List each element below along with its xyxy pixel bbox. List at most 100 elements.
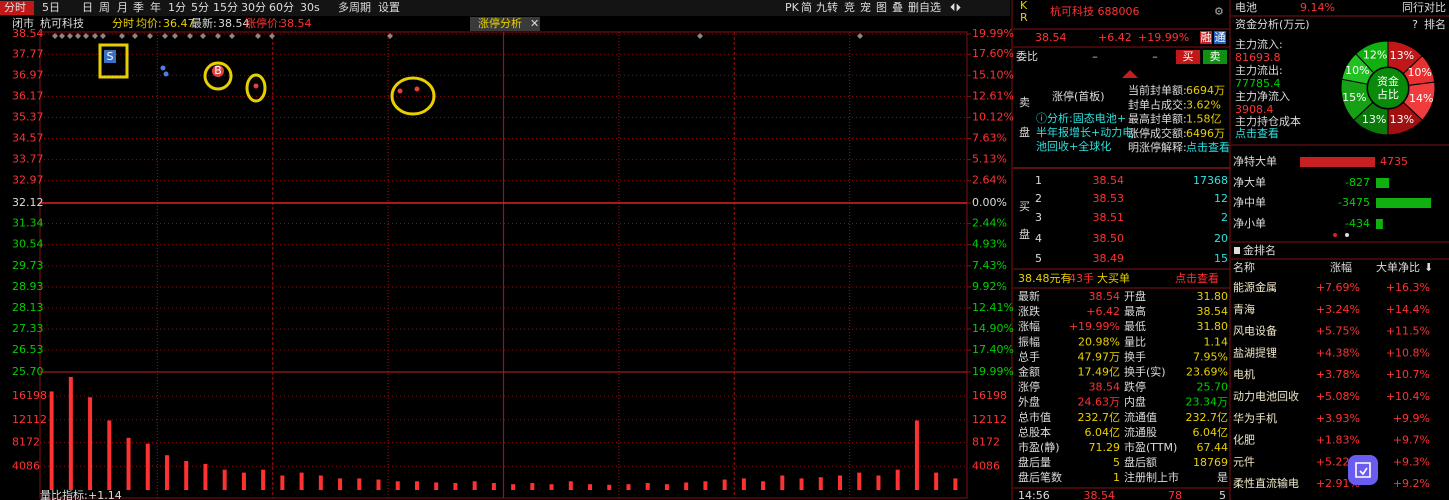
y-tick-label: 28.93 <box>12 280 44 293</box>
settings-icon[interactable]: ⚙ <box>1214 5 1224 18</box>
stat-label: 盘后额 <box>1124 455 1157 469</box>
funds-label: 主力流出: <box>1235 63 1283 77</box>
column-header[interactable]: 大单净比 <box>1376 260 1420 274</box>
toolbar-icon[interactable]: ⏴⏵ <box>950 1 961 14</box>
column-header[interactable]: 涨幅 <box>1330 261 1352 274</box>
stat-label: 总股本 <box>1018 425 1051 439</box>
volume-bar <box>434 482 439 490</box>
toolbar-item[interactable]: 日 <box>82 1 93 14</box>
toolbar-item[interactable]: 年 <box>150 0 161 14</box>
volume-bar <box>953 478 958 490</box>
sector-name: 电池 <box>1235 1 1257 14</box>
analysis-tab-bg[interactable] <box>470 17 540 31</box>
cost-link[interactable]: 点击查看 <box>1235 126 1279 140</box>
toolbar-item[interactable]: 5日 <box>42 1 60 14</box>
toolbar-item[interactable]: 周 <box>99 1 110 14</box>
analysis-tab[interactable]: 涨停分析 <box>478 16 522 30</box>
help-icon[interactable]: ? <box>1412 18 1418 31</box>
compare-link[interactable]: 同行对比 <box>1402 0 1446 14</box>
sector-name[interactable]: 柔性直流输电 <box>1233 476 1299 490</box>
book-volume: 12 <box>1214 192 1228 205</box>
volume-bar <box>934 472 939 490</box>
book-level: 3 <box>1035 211 1042 224</box>
tag-bg <box>1214 31 1226 44</box>
toolbar-item[interactable]: 图 <box>876 1 887 14</box>
trade-dot <box>414 86 420 92</box>
stat-value: 38.54 <box>1089 290 1121 303</box>
volume-bar <box>703 481 708 490</box>
sector-name[interactable]: 动力电池回收 <box>1233 389 1299 403</box>
sector-name[interactable]: 元件 <box>1233 455 1255 468</box>
y2-tick-label: 4.93% <box>972 238 1007 251</box>
volume-tick-label: 8172 <box>12 436 40 449</box>
limit-up-stat-value: 6694万 <box>1186 84 1225 97</box>
event-marker <box>67 33 73 39</box>
volume-tick-label: 4086 <box>972 459 1000 472</box>
toolbar-item[interactable]: 多周期 <box>338 0 371 14</box>
sell-button[interactable]: 卖 <box>1210 50 1221 63</box>
book-price: 38.53 <box>1093 192 1125 205</box>
sector-name[interactable]: 电机 <box>1233 367 1255 381</box>
toolbar-item[interactable]: 设置 <box>378 1 400 14</box>
tick-row: 14:56 <box>1018 489 1050 500</box>
toolbar-item[interactable]: 删自选 <box>908 1 941 14</box>
analysis-text: 池回收+全球化 <box>1036 139 1111 153</box>
toolbar-item[interactable]: 宠 <box>860 0 871 14</box>
donut-label: 15% <box>1342 91 1366 104</box>
toolbar-item[interactable]: 月 <box>117 1 128 14</box>
stat-value: 25.70 <box>1197 381 1229 394</box>
stat-label: 换手 <box>1124 349 1146 363</box>
float-button[interactable] <box>1348 455 1378 485</box>
rank-link[interactable]: 排名 <box>1424 17 1446 31</box>
side-label: 盘 <box>1019 227 1030 241</box>
toolbar-item[interactable]: 30分 <box>241 1 266 14</box>
y-tick-label: 27.33 <box>12 322 44 335</box>
toolbar-item[interactable]: 简 <box>801 0 812 14</box>
sector-name[interactable]: 风电设备 <box>1233 324 1277 338</box>
book-level: 4 <box>1035 232 1042 245</box>
volume-bar <box>818 477 823 490</box>
button-bg[interactable] <box>1176 50 1200 64</box>
toolbar-item[interactable]: 叠 <box>892 1 903 14</box>
volume-bar <box>126 437 131 490</box>
close-icon[interactable]: ✕ <box>530 17 539 30</box>
stat-value: 5 <box>1113 456 1120 469</box>
stat-value: 38.54 <box>1197 305 1229 318</box>
sector-name[interactable]: 华为手机 <box>1233 411 1277 425</box>
button-bg[interactable] <box>1203 50 1227 64</box>
toolbar-item[interactable]: 九转 <box>816 0 838 14</box>
toolbar-item[interactable]: 60分 <box>269 1 294 14</box>
volume-bar <box>184 461 189 490</box>
stat-value: 20.98% <box>1078 335 1120 348</box>
toolbar-item[interactable]: 竞 <box>844 0 855 14</box>
big-order[interactable]: 点击查看 <box>1175 271 1219 285</box>
limit-up-stat-value[interactable]: 点击查看 <box>1186 140 1230 154</box>
volume-bar <box>107 420 112 490</box>
sector-name[interactable]: 化肥 <box>1233 433 1255 447</box>
toolbar-item[interactable]: 5分 <box>191 1 209 14</box>
sector-name[interactable]: 盐湖提锂 <box>1233 345 1277 359</box>
book-level: 1 <box>1035 174 1042 187</box>
sector-name[interactable]: 能源金属 <box>1233 280 1277 294</box>
toolbar-item[interactable]: PK <box>785 1 800 14</box>
buy-button[interactable]: 买 <box>1183 50 1194 63</box>
toolbar-item[interactable]: 分时 <box>4 1 26 14</box>
toolbar-item[interactable]: 30s <box>300 1 320 14</box>
toolbar-item[interactable]: 15分 <box>213 1 238 14</box>
sort-icon[interactable]: ⬇ <box>1424 261 1433 274</box>
toolbar-item[interactable]: 季 <box>133 1 144 14</box>
trade-dot <box>160 65 166 71</box>
sector-change: +5.75% <box>1316 325 1360 338</box>
stat-value: 232.7亿 <box>1078 411 1121 424</box>
funds-value: 3908.4 <box>1235 103 1274 116</box>
y-tick-label: 30.54 <box>12 238 44 251</box>
highlight-circle <box>203 61 233 91</box>
expand-arrow[interactable] <box>1122 70 1138 78</box>
event-marker <box>147 33 153 39</box>
sector-name[interactable]: 青海 <box>1233 302 1255 316</box>
volume-bar <box>357 478 362 490</box>
toolbar-item[interactable]: 1分 <box>168 1 186 14</box>
badge: K <box>1020 0 1028 12</box>
funds-title: 资金分析(万元) <box>1235 17 1310 31</box>
